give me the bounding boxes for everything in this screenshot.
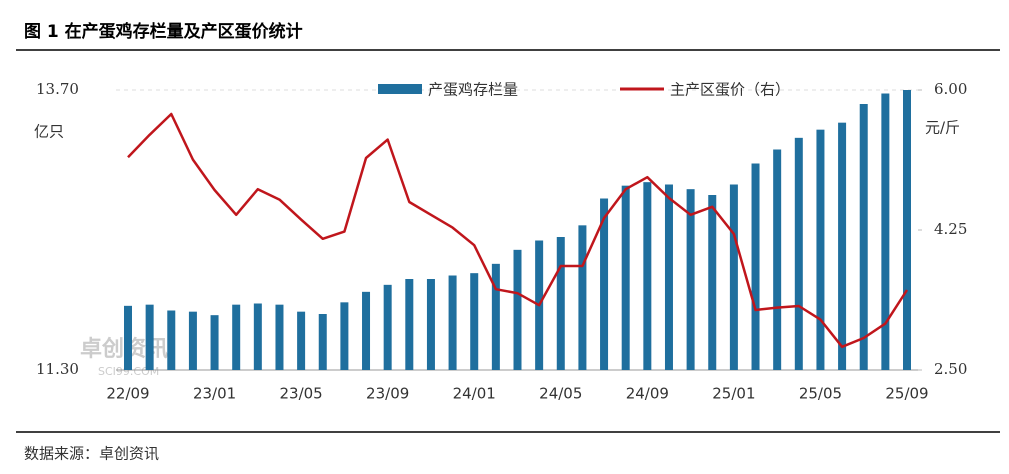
legend-swatch [378, 84, 422, 94]
x-tick-label: 25/09 [885, 385, 928, 403]
watermark-sub: SCI99.COM [98, 365, 159, 378]
bar [340, 302, 349, 370]
bar [426, 279, 435, 370]
y-tick-label: 13.70 [36, 80, 79, 98]
x-tick-label: 25/01 [712, 385, 755, 403]
y-axis-unit: 亿只 [34, 123, 64, 141]
bar [881, 93, 890, 370]
source: 数据来源：卓创资讯 [24, 445, 159, 463]
bar [383, 284, 392, 370]
x-tick-label: 23/01 [193, 385, 236, 403]
legend-label: 产蛋鸡存栏量 [428, 81, 518, 99]
bar [556, 237, 565, 370]
bar [297, 311, 306, 370]
bar [362, 291, 371, 370]
x-tick-label: 24/05 [539, 385, 582, 403]
chart-title: 图 1 在产蛋鸡存栏量及产区蛋价统计 [24, 21, 303, 42]
bar [124, 305, 132, 370]
bar [145, 304, 154, 370]
x-tick-label: 24/09 [626, 385, 669, 403]
bar [794, 137, 803, 370]
bar [686, 189, 695, 370]
bar [621, 185, 630, 370]
bar [600, 198, 609, 370]
x-tick-label: 22/09 [106, 385, 149, 403]
bar [275, 304, 284, 370]
bar [470, 273, 479, 370]
bar [664, 184, 673, 370]
x-tick-label: 23/05 [279, 385, 322, 403]
y-tick-label: 11.30 [36, 360, 79, 378]
y2-tick-label: 4.25 [934, 220, 967, 238]
bar [188, 311, 197, 370]
bar [253, 303, 262, 370]
bar [232, 304, 241, 370]
bar [643, 182, 652, 370]
x-tick-label: 25/05 [799, 385, 842, 403]
bar [708, 195, 717, 370]
bar [513, 249, 522, 370]
bar [448, 275, 457, 370]
legend-label: 主产区蛋价（右） [670, 81, 790, 99]
x-tick-label: 24/01 [453, 385, 496, 403]
bar [210, 315, 219, 370]
bar [491, 263, 500, 370]
bar [903, 90, 911, 370]
bar [578, 225, 587, 370]
bar [167, 310, 176, 370]
bar [751, 163, 760, 370]
line [127, 112, 909, 349]
y2-tick-label: 2.50 [934, 360, 967, 378]
y2-tick-label: 6.00 [934, 80, 967, 98]
bar [405, 279, 414, 370]
y2-axis-unit: 元/斤 [925, 119, 960, 137]
bar [729, 184, 738, 370]
bar [838, 122, 847, 371]
bar [859, 104, 868, 370]
bar [816, 129, 825, 370]
bar [773, 149, 782, 370]
bar [318, 314, 327, 370]
x-tick-label: 23/09 [366, 385, 409, 403]
